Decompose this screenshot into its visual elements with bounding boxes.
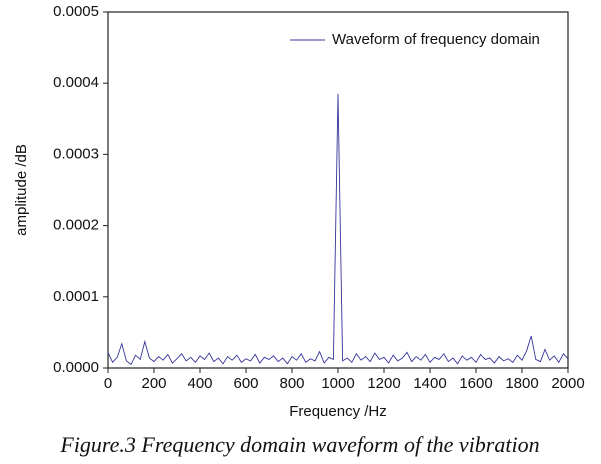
plot-frame	[107, 11, 569, 369]
x-tick-label: 1200	[367, 375, 400, 392]
x-tick-label: 0	[104, 375, 112, 392]
caption: Figure.3 Frequency domain waveform of th…	[59, 432, 539, 457]
legend-label: Waveform of frequency domain	[332, 31, 540, 48]
y-tick-label: 0.0003	[53, 145, 99, 162]
y-tick-label: 0.0004	[53, 74, 99, 91]
y-tick-label: 0.0000	[53, 359, 99, 376]
y-tick-label: 0.0001	[53, 288, 99, 305]
x-tick-label: 1000	[321, 375, 354, 392]
x-tick-label: 1800	[505, 375, 538, 392]
x-tick-label: 800	[279, 375, 304, 392]
x-tick-label: 600	[233, 375, 258, 392]
y-tick-label: 0.0002	[53, 217, 99, 234]
x-tick-label: 1400	[413, 375, 446, 392]
series-line	[107, 93, 569, 366]
x-tick-label: 2000	[551, 375, 584, 392]
x-tick-label: 1600	[459, 375, 492, 392]
x-tick-label: 200	[141, 375, 166, 392]
x-axis-label: Frequency /Hz	[289, 403, 387, 420]
x-tick-label: 400	[187, 375, 212, 392]
y-axis-label: amplitude /dB	[13, 144, 30, 236]
y-tick-label: 0.0005	[53, 3, 99, 20]
